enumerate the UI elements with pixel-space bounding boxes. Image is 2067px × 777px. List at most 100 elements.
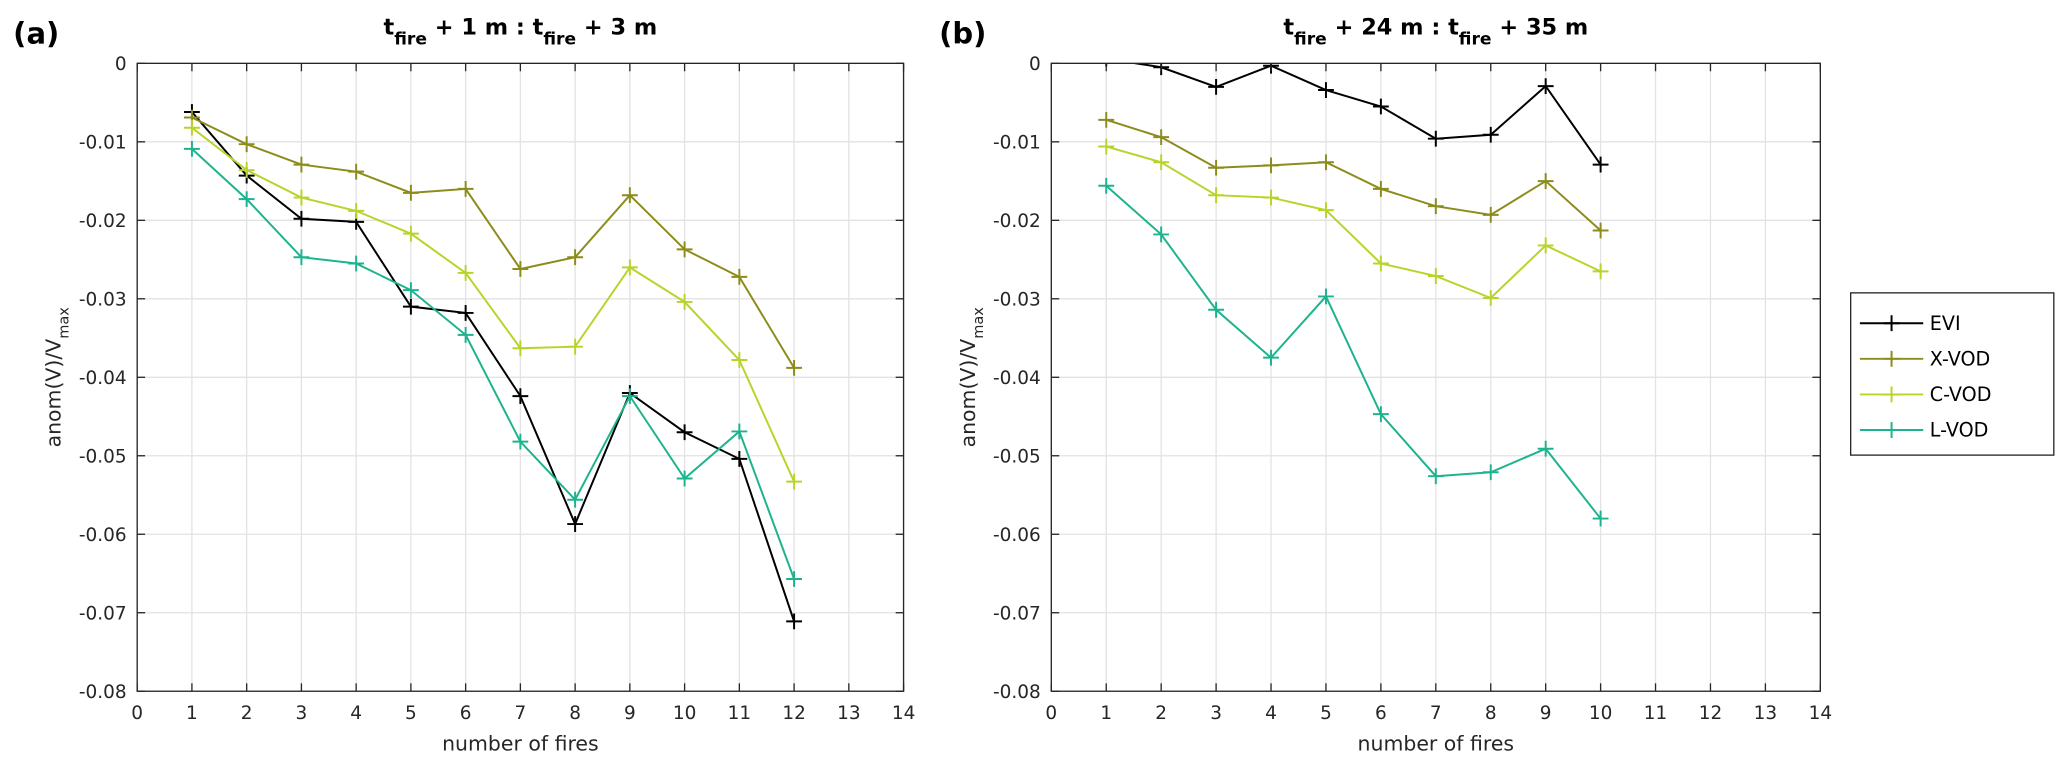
data-point-EVI [293,210,310,227]
x-tick-label: 8 [569,703,581,724]
data-point-C-VOD [1592,263,1609,280]
x-tick-label: 7 [515,703,527,724]
data-point-X-VOD [1263,157,1279,174]
data-point-EVI [402,298,419,315]
data-point-C-VOD [348,202,365,219]
data-point-L-VOD [1372,406,1389,423]
x-tick-label: 9 [624,703,636,724]
x-tick-label: 1 [186,703,198,724]
series-line-X-VOD [1105,118,1602,232]
data-point-X-VOD [731,268,748,285]
legend-marker [1883,422,1900,438]
data-point-C-VOD [567,338,584,355]
data-point-X-VOD [1592,222,1609,239]
data-point-X-VOD [1153,129,1170,146]
x-tick-label: 12 [782,703,805,724]
data-point-C-VOD [1482,290,1499,306]
data-point-C-VOD [621,259,638,276]
data-point-X-VOD [1098,111,1115,128]
data-point-C-VOD [238,162,255,179]
data-point-C-VOD [731,352,748,368]
data-point-C-VOD [1098,138,1115,155]
data-point-L-VOD [1153,226,1170,243]
data-point-L-VOD [1537,440,1554,457]
y-tick-label: -0.03 [79,289,127,310]
data-point-X-VOD [676,241,693,258]
y-tick-label: -0.08 [79,682,127,703]
data-point-L-VOD [512,433,529,450]
y-tick-label: -0.06 [79,525,127,546]
data-point-X-VOD [567,249,584,266]
data-point-EVI [1592,156,1609,173]
data-point-X-VOD [1427,198,1444,215]
data-point-C-VOD [457,264,474,281]
data-point-EVI [512,388,529,405]
x-tick-label: 12 [1699,703,1722,724]
series-line-C-VOD [191,126,795,483]
y-tick-label: -0.02 [993,211,1041,232]
data-point-EVI [1427,130,1444,147]
y-tick-label: 0 [1029,54,1041,75]
x-tick-label: 11 [728,703,751,724]
data-point-L-VOD [457,326,474,343]
legend-item-X-VOD: X-VOD [1859,347,1990,370]
data-point-X-VOD [512,261,529,277]
legend-item-L-VOD: L-VOD [1859,419,1989,442]
data-point-X-VOD [1537,173,1554,189]
x-tick-label: 13 [837,703,860,724]
data-point-L-VOD [786,571,803,587]
x-tick-label: 14 [1809,703,1832,724]
data-point-L-VOD [676,470,693,487]
data-point-X-VOD [1372,181,1389,197]
data-point-C-VOD [512,340,529,357]
legend-label: L-VOD [1930,419,1989,442]
legend-marker [1883,350,1900,367]
data-point-L-VOD [621,388,638,405]
chart-panel-b: 0 1 2 3 4 5 6 7 8 9 10 11 12 13 140-0.01-0.02-0.03-0.0… [939,14,1832,755]
data-point-L-VOD [402,282,419,299]
data-point-C-VOD [676,294,693,310]
chart-title: tfire + 1 m : tfire + 3 m [383,14,657,49]
x-tick-label: 9 [1540,703,1552,724]
data-point-EVI [676,424,693,441]
data-point-X-VOD [786,359,803,376]
data-point-X-VOD [348,163,365,180]
x-tick-label: 0 [1045,703,1057,724]
x-tick-label: 1 [1100,703,1112,724]
x-tick-label: 11 [1644,703,1667,724]
x-tick-label: 4 [1265,703,1277,724]
y-tick-label: -0.07 [993,603,1041,624]
data-point-EVI [457,305,474,321]
data-point-L-VOD [1098,177,1115,194]
series-line-EVI [1129,63,1602,166]
data-point-X-VOD [1318,154,1334,171]
data-point-X-VOD [457,181,474,197]
x-tick-label: 2 [1155,703,1167,724]
series-group [184,104,803,630]
data-point-C-VOD [184,119,200,136]
y-axis-label: anom(V)/Vmax [42,307,73,448]
data-point-C-VOD [1153,154,1170,171]
data-point-EVI [1208,78,1225,95]
panel-label: (b) [939,17,986,51]
data-point-C-VOD [402,225,419,242]
x-tick-label: 4 [350,703,362,724]
legend-label: EVI [1930,312,1961,335]
data-point-C-VOD [1537,237,1554,254]
data-point-L-VOD [731,423,748,440]
y-tick-label: -0.02 [79,211,127,232]
data-point-C-VOD [1208,187,1225,204]
panel-label: (a) [13,17,59,51]
data-point-C-VOD [1263,189,1279,206]
chart-panel-a: 0 1 2 3 4 5 6 7 8 9 10 11 12 13 140-0.01-0.02-0.03-0.0… [13,14,915,755]
legend-marker [1883,386,1900,403]
legend-marker [1883,315,1900,332]
x-tick-label: 5 [1320,703,1332,724]
data-point-C-VOD [786,473,803,490]
data-point-EVI [1372,98,1389,115]
data-point-X-VOD [621,187,638,204]
data-point-X-VOD [1482,206,1499,223]
y-tick-label: -0.08 [993,682,1041,703]
data-point-L-VOD [1263,349,1279,366]
legend-item-EVI: EVI [1859,312,1961,335]
